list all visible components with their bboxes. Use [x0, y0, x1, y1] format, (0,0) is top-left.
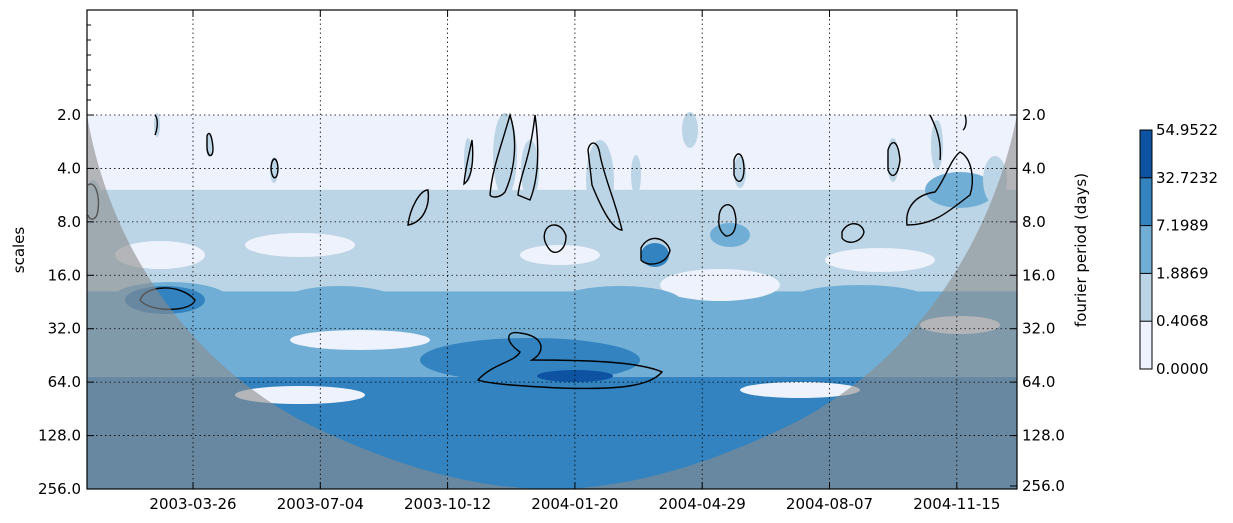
y-tick-label-left: 64.0 — [48, 373, 81, 391]
colorbar-tick-label: 0.4068 — [1156, 312, 1209, 330]
y-axis-label-right: fourier period (days) — [1072, 173, 1090, 327]
y-tick-label-left: 4.0 — [57, 159, 81, 177]
y-axis-label-left: scales — [10, 227, 28, 274]
power-band-level-2 — [87, 189, 1017, 292]
colorbar-tick-label: 54.9522 — [1156, 121, 1218, 139]
colorbar-tick-label: 0.0000 — [1156, 360, 1209, 378]
y-axis-right: 2.0 4.0 8.0 16.0 32.0 64.0 128.0 256.0 — [1010, 106, 1065, 495]
y-tick-label-left: 2.0 — [57, 106, 81, 124]
y-tick-label-left: 256.0 — [38, 480, 81, 498]
cone-of-influence-right — [552, 115, 1017, 489]
x-axis: 2003-03-26 2003-07-04 2003-10-12 2004-01-20… — [149, 10, 1000, 513]
colorbar-swatch — [1140, 130, 1152, 178]
y-tick-label-right: 64.0 — [1022, 373, 1055, 391]
x-tick-label: 2003-07-04 — [277, 495, 364, 513]
x-tick-label: 2003-03-26 — [149, 495, 236, 513]
y-tick-label-right: 32.0 — [1022, 320, 1055, 338]
x-tick-label: 2004-01-20 — [531, 495, 618, 513]
y-tick-label-right: 128.0 — [1022, 427, 1065, 445]
colorbar-swatch — [1140, 273, 1152, 322]
y-tick-label-right: 16.0 — [1022, 266, 1055, 284]
x-tick-label: 2004-08-07 — [786, 495, 873, 513]
significance-contours — [87, 112, 973, 390]
colorbar-swatch — [1140, 321, 1152, 369]
x-tick-label: 2004-11-15 — [913, 495, 1000, 513]
colorbar-swatch — [1140, 225, 1152, 274]
power-band-level-1 — [87, 115, 1017, 190]
y-tick-label-left: 8.0 — [57, 213, 81, 231]
y-tick-label-left: 128.0 — [38, 427, 81, 445]
cone-of-influence-left — [87, 115, 552, 489]
y-tick-label-right: 4.0 — [1022, 159, 1046, 177]
colorbar: 54.9522 32.7232 7.1989 1.8869 0.4068 0.0000 — [1139, 121, 1218, 378]
power-contours — [87, 10, 1017, 489]
colorbar-tick-label: 7.1989 — [1156, 217, 1209, 235]
colorbar-swatch — [1140, 177, 1152, 226]
x-tick-label: 2003-10-12 — [404, 495, 491, 513]
y-tick-label-right: 8.0 — [1022, 213, 1046, 231]
colorbar-tick-label: 32.7232 — [1156, 169, 1218, 187]
power-band-level-0 — [87, 10, 1017, 115]
x-tick-label: 2004-04-29 — [659, 495, 746, 513]
y-tick-label-left: 16.0 — [48, 266, 81, 284]
y-tick-label-right: 256.0 — [1022, 477, 1065, 495]
y-tick-label-right: 2.0 — [1022, 106, 1046, 124]
y-tick-label-left: 32.0 — [48, 320, 81, 338]
colorbar-tick-label: 1.8869 — [1156, 264, 1209, 282]
plot-frame — [86, 9, 1018, 490]
y-axis-left: 2.0 4.0 8.0 16.0 32.0 64.0 128.0 256.0 — [38, 24, 94, 498]
